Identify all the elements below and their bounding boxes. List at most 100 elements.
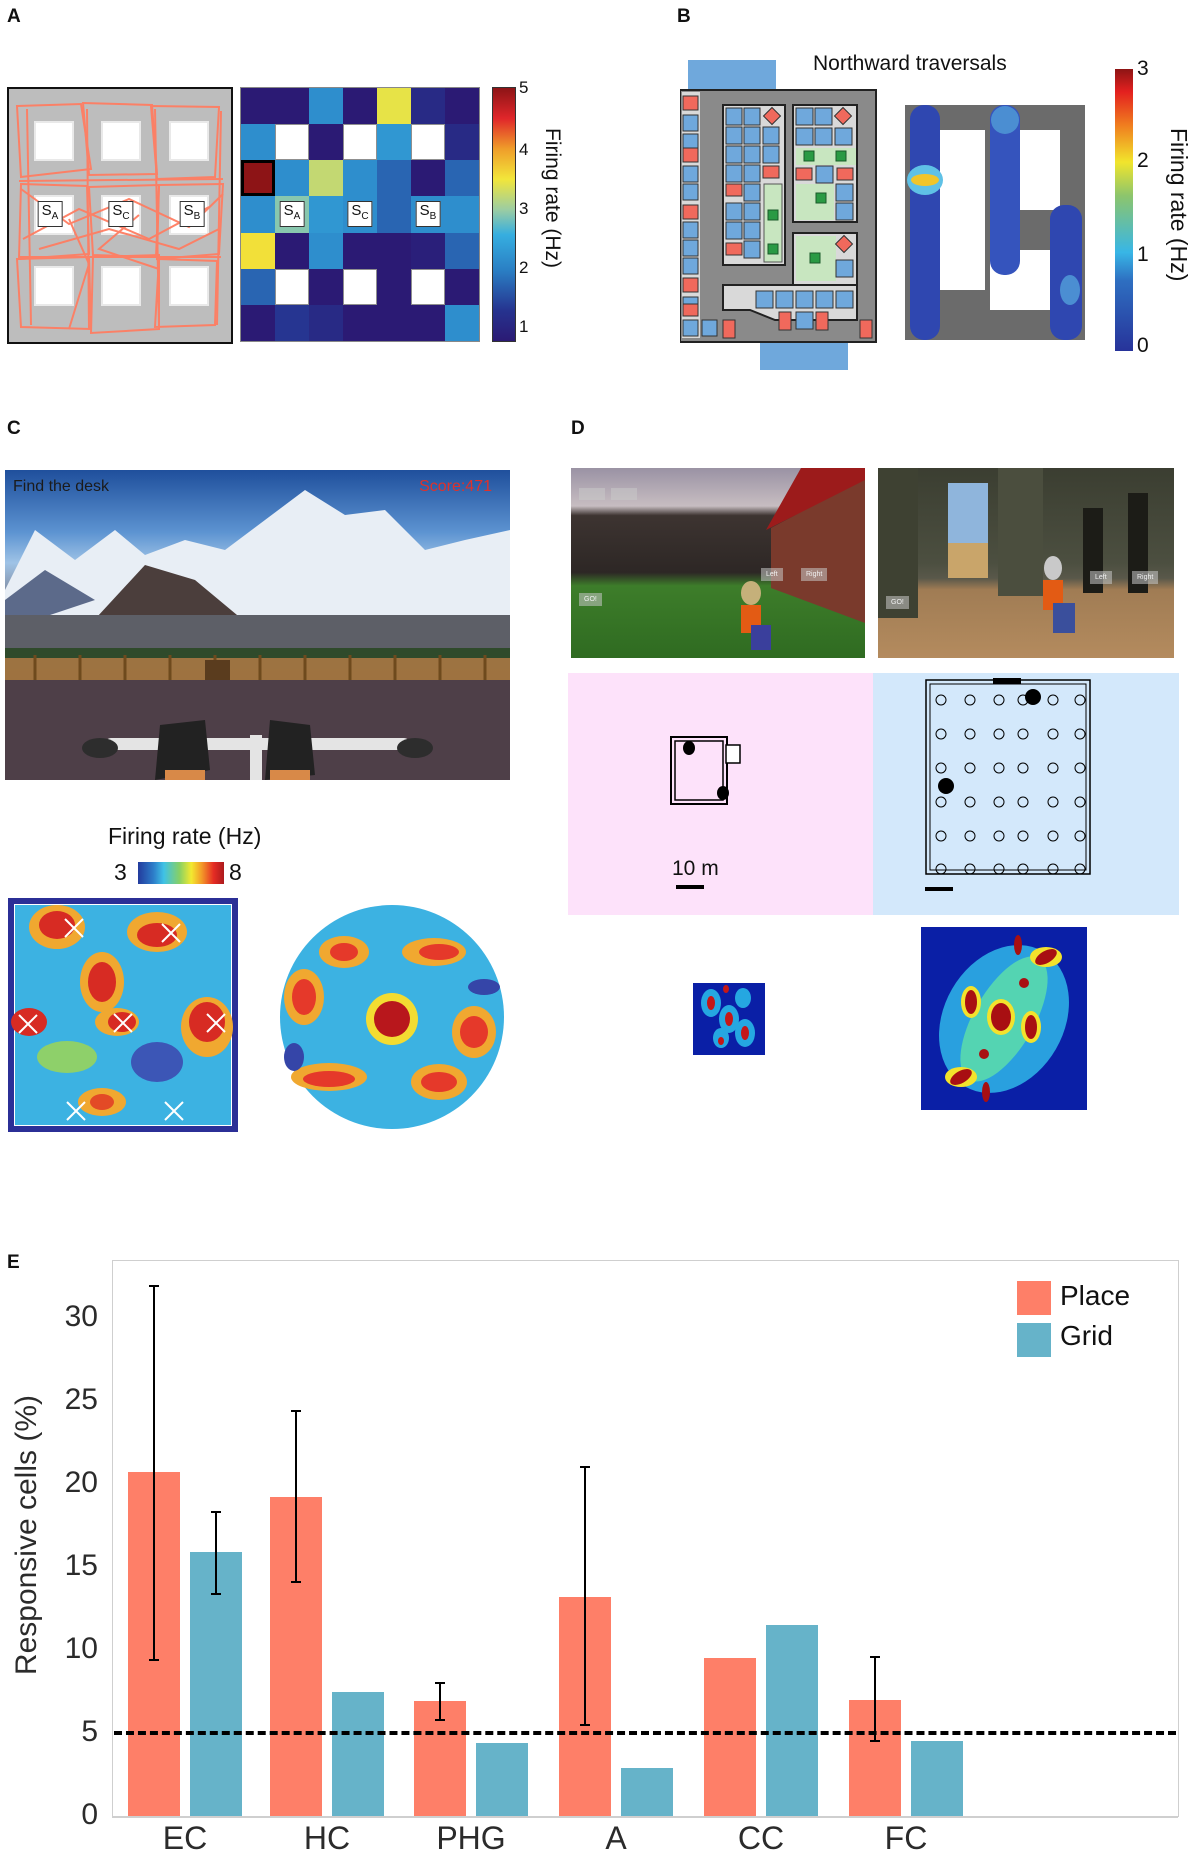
x-tick-label: CC [737, 1820, 785, 1856]
heatmap-cell [411, 124, 445, 161]
hud-task-text: Find the desk [13, 478, 110, 495]
heatmap-cell: SB [411, 196, 445, 233]
panel-c-colorbar-label: Firing rate (Hz) [108, 823, 262, 849]
heatmap-cell [275, 88, 309, 125]
x-tick-label: A [605, 1820, 627, 1856]
legend-label-place: Place [1060, 1280, 1131, 1311]
heatmap-cell [309, 196, 343, 233]
heatmap-cell [275, 268, 309, 305]
heatmap-cell [445, 88, 479, 125]
panel-d-game-screenshot-large: Left Right GO! [878, 468, 1174, 658]
heatmap-cell [377, 160, 411, 197]
heatmap-cell [241, 160, 275, 197]
y-tick-label: 30 [64, 1300, 98, 1333]
game-right-button[interactable]: Right [801, 568, 828, 581]
heatmap-cell [241, 196, 275, 233]
y-tick-label: 15 [64, 1549, 98, 1582]
ratemap-circle-svg [280, 905, 504, 1129]
maze-label-sb: SB [179, 201, 205, 227]
heatmap-cell [343, 160, 377, 197]
error-bar-cap [149, 1285, 159, 1288]
game-go-button[interactable]: GO! [886, 596, 909, 609]
panel-a-label: A [7, 6, 21, 27]
heatmap-cell [411, 304, 445, 341]
heatmap-cell [411, 232, 445, 269]
heatmap-cell [309, 160, 343, 197]
x-tick-label: HC [303, 1820, 351, 1856]
colorbar-tick: 1 [519, 317, 529, 336]
scale-bar-label: 10 m [672, 857, 719, 880]
colorbar-tick: 0 [1137, 334, 1149, 357]
error-bar [295, 1410, 297, 1582]
grid-cell-ratemap-square [7, 897, 239, 1133]
colorbar-tick: 5 [519, 78, 529, 97]
panel-b-label: B [677, 6, 691, 27]
game-menu-button[interactable] [579, 488, 605, 500]
panel-a-colorbar [492, 87, 516, 342]
maze-label-sc: SC [108, 201, 134, 227]
heatmap-cell [343, 268, 377, 305]
panel-c-colorbar [138, 862, 224, 884]
error-bar-cap [435, 1718, 445, 1721]
heatmap-location-label: SA [279, 201, 305, 228]
bar-grid-hc [332, 1691, 384, 1816]
floorplan-diagram [679, 60, 877, 370]
game-right-button[interactable]: Right [1132, 571, 1159, 584]
bar-place-cc [704, 1658, 756, 1816]
heatmap-cell [445, 160, 479, 197]
grid-ratemap-large-env [921, 927, 1087, 1110]
panel-c-label: C [7, 418, 21, 439]
heatmap-cell [445, 124, 479, 161]
panel-b-floorplan [679, 60, 880, 370]
heatmap-cell [275, 304, 309, 341]
heatmap-cell [411, 88, 445, 125]
ratemap-small-svg [701, 985, 755, 1048]
y-tick-label: 25 [64, 1383, 98, 1416]
heatmap-cell [309, 268, 343, 305]
game-menu-button[interactable] [611, 488, 637, 500]
error-bar-cap [211, 1511, 221, 1514]
error-bar-cap [580, 1723, 590, 1726]
bar-grid-fc [911, 1741, 963, 1816]
heatmap-cell [377, 88, 411, 125]
northward-firing-map [900, 100, 1090, 350]
error-bar-cap [211, 1592, 221, 1595]
ratemap-large-svg [939, 935, 1069, 1102]
panel-b-place-field-map [900, 100, 1090, 350]
heatmap-cell [309, 124, 343, 161]
panel-a-maze-trajectory: SA SC SB [7, 87, 233, 344]
error-bar-cap [870, 1655, 880, 1658]
grid-ratemap-small-env [693, 983, 765, 1055]
chance-level-line [114, 1731, 1176, 1735]
large-environment-map-bg [873, 673, 1179, 915]
ratemap-square-svg [8, 898, 238, 1132]
heatmap-cell [241, 232, 275, 269]
colorbar-max-label: 8 [229, 859, 242, 885]
colorbar-label: Firing rate (Hz) [1166, 128, 1192, 282]
bar-grid-phg [476, 1742, 528, 1816]
error-bar [215, 1512, 217, 1594]
colorbar-tick: 3 [1137, 57, 1149, 80]
heatmap-cell [241, 268, 275, 305]
heatmap-cell [241, 88, 275, 125]
x-tick-label: EC [162, 1820, 208, 1856]
error-bar-cap [291, 1580, 301, 1583]
heatmap-cell [445, 196, 479, 233]
colorbar-tick: 1 [1137, 243, 1149, 266]
y-tick-label: 0 [81, 1798, 98, 1831]
heatmap-cell [309, 232, 343, 269]
game-go-button[interactable]: GO! [579, 593, 602, 606]
panel-c-game-screenshot: Find the desk Score:471 [5, 470, 510, 780]
heatmap-cell [309, 88, 343, 125]
heatmap-cell [343, 232, 377, 269]
bar-grid-ec [190, 1552, 242, 1816]
heatmap-cell [343, 124, 377, 161]
map-title: Northward traversals [813, 52, 1007, 75]
game-left-button[interactable]: Left [1090, 571, 1112, 584]
heatmap-location-label: SB [415, 201, 441, 228]
small-environment-map [670, 736, 741, 889]
heatmap-cell [343, 304, 377, 341]
error-bar [584, 1467, 586, 1725]
small-arena-scene [741, 468, 865, 650]
game-left-button[interactable]: Left [761, 568, 783, 581]
